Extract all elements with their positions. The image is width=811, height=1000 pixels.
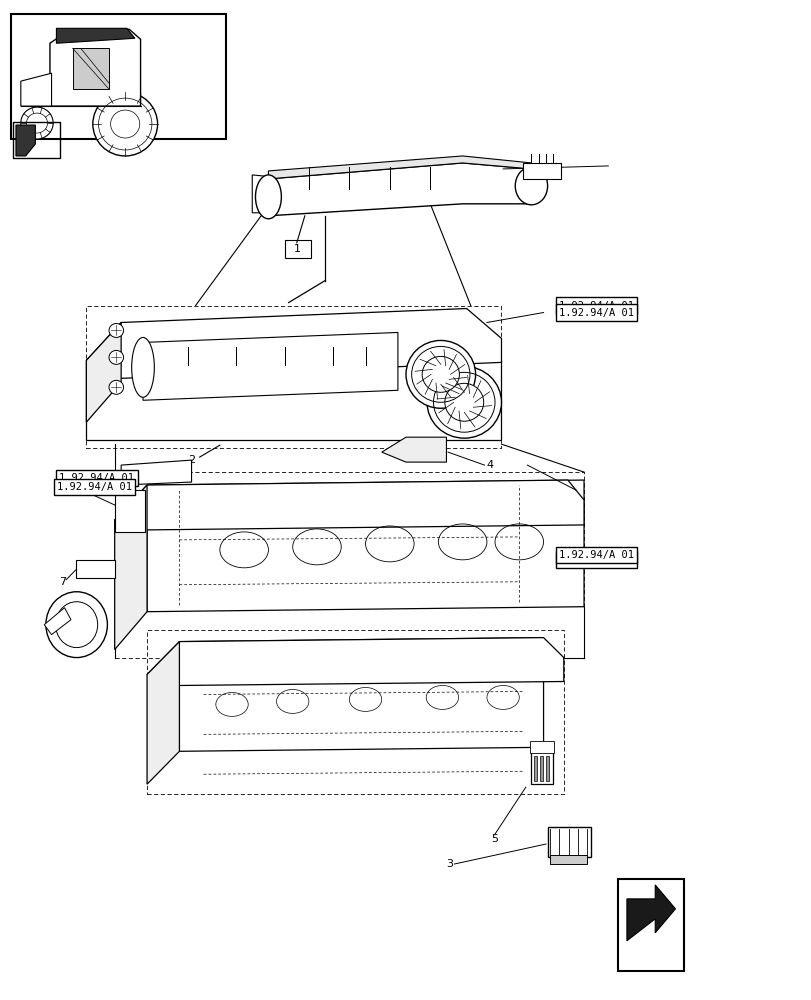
Polygon shape xyxy=(547,827,590,857)
Polygon shape xyxy=(86,360,501,440)
Polygon shape xyxy=(86,309,501,378)
Polygon shape xyxy=(147,642,179,784)
Bar xyxy=(617,879,684,971)
Polygon shape xyxy=(72,48,109,89)
Ellipse shape xyxy=(422,356,459,392)
Polygon shape xyxy=(21,73,51,106)
Polygon shape xyxy=(381,437,446,462)
Polygon shape xyxy=(549,855,586,864)
Polygon shape xyxy=(143,332,397,400)
Polygon shape xyxy=(121,460,191,485)
Polygon shape xyxy=(45,608,71,635)
Polygon shape xyxy=(530,751,552,784)
Polygon shape xyxy=(50,29,140,106)
Ellipse shape xyxy=(21,107,53,139)
Bar xyxy=(545,756,548,781)
Text: 1.92.94/A 01: 1.92.94/A 01 xyxy=(558,301,633,311)
Polygon shape xyxy=(86,322,121,422)
Text: 5: 5 xyxy=(491,834,498,844)
Bar xyxy=(13,122,59,158)
Polygon shape xyxy=(626,885,675,941)
Ellipse shape xyxy=(92,92,157,156)
Polygon shape xyxy=(147,638,563,685)
Text: 1.92.94/A 01: 1.92.94/A 01 xyxy=(59,473,134,483)
Text: 1.92.94/A 01: 1.92.94/A 01 xyxy=(558,308,633,318)
Ellipse shape xyxy=(109,350,123,364)
Polygon shape xyxy=(523,163,560,179)
Polygon shape xyxy=(252,175,272,213)
Text: 6: 6 xyxy=(59,640,66,650)
Text: 2: 2 xyxy=(188,455,195,465)
Bar xyxy=(285,240,310,258)
Text: 7: 7 xyxy=(59,577,66,587)
Ellipse shape xyxy=(109,380,123,394)
Ellipse shape xyxy=(515,167,547,205)
Polygon shape xyxy=(16,125,36,156)
Polygon shape xyxy=(114,485,147,650)
Text: 1.92.94/A 01: 1.92.94/A 01 xyxy=(558,550,633,560)
Ellipse shape xyxy=(444,383,483,421)
Ellipse shape xyxy=(109,323,123,337)
Polygon shape xyxy=(268,156,530,179)
Text: 1: 1 xyxy=(294,244,301,254)
Ellipse shape xyxy=(46,592,107,658)
Polygon shape xyxy=(75,560,114,578)
Bar xyxy=(539,756,542,781)
Bar xyxy=(529,741,553,753)
Ellipse shape xyxy=(406,340,475,408)
Text: 3: 3 xyxy=(445,859,453,869)
Polygon shape xyxy=(114,490,145,532)
Polygon shape xyxy=(114,480,583,530)
Text: 4: 4 xyxy=(487,460,493,470)
Text: 1.92.94/A 01: 1.92.94/A 01 xyxy=(57,482,131,492)
Polygon shape xyxy=(56,28,135,43)
Ellipse shape xyxy=(427,366,501,438)
Polygon shape xyxy=(179,638,543,751)
Ellipse shape xyxy=(131,337,154,397)
Polygon shape xyxy=(268,163,530,216)
Text: 1.92.94/A 01: 1.92.94/A 01 xyxy=(558,555,633,565)
Bar xyxy=(533,756,536,781)
Bar xyxy=(11,14,225,139)
Ellipse shape xyxy=(255,175,281,219)
Polygon shape xyxy=(147,480,583,612)
